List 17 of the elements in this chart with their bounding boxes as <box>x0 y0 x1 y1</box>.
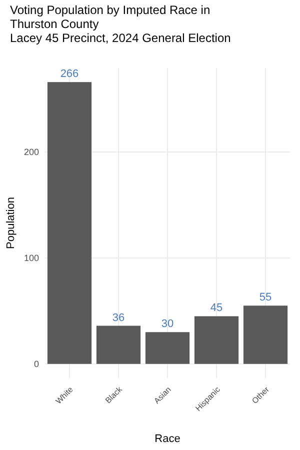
y-axis-title: Population <box>5 197 17 249</box>
y-tick-label: 100 <box>24 252 39 263</box>
bar <box>243 306 288 364</box>
bar <box>47 82 92 364</box>
chart-subtitle: Lacey 45 Precinct, 2024 General Election <box>10 31 231 45</box>
bar <box>145 332 190 364</box>
bar <box>96 326 141 364</box>
y-tick-label: 200 <box>24 147 39 158</box>
chart-title: Voting Population by Imputed Race in Thurston County <box>10 3 210 31</box>
bar <box>194 316 239 364</box>
y-tick-label: 0 <box>34 358 39 369</box>
data-label: 266 <box>60 68 79 80</box>
data-label: 36 <box>112 312 125 324</box>
data-label: 30 <box>161 318 174 330</box>
data-label: 45 <box>210 302 223 314</box>
data-label: 55 <box>259 292 272 304</box>
x-axis-title: Race <box>154 433 180 445</box>
